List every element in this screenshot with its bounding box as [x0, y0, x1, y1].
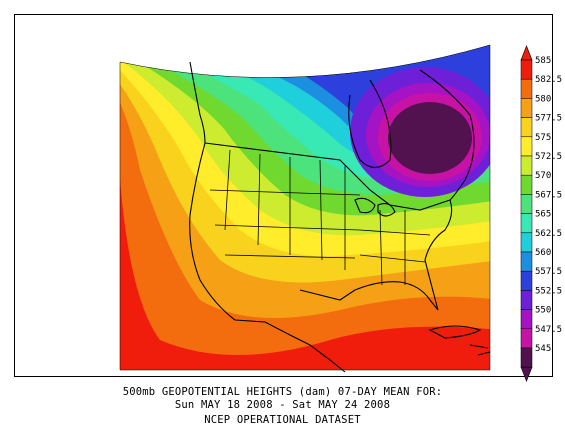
colorbar-bottom-arrow	[520, 366, 533, 383]
colorbar-label: 565	[535, 210, 551, 220]
caption-dataset: NCEP OPERATIONAL DATASET	[204, 414, 361, 426]
colorbar-swatch-580	[520, 98, 533, 118]
colorbar-label: 580	[535, 94, 551, 104]
colorbar-label: 552.5	[535, 286, 562, 296]
colorbar-swatch-567-5	[520, 194, 533, 214]
colorbar-swatch-557-5	[520, 270, 533, 291]
colorbar-label: 557.5	[535, 267, 562, 277]
colorbar-label: 560	[535, 248, 551, 258]
caribbean-islands	[469, 344, 491, 356]
colorbar-swatch-575	[520, 136, 533, 157]
caption-line-1: 500mb GEOPOTENTIAL HEIGHTS (dam) 07-DAY …	[122, 386, 443, 398]
colorbar-label: 582.5	[535, 75, 562, 85]
colorbar-label: 545	[535, 344, 551, 354]
colorbar-label: 567.5	[535, 190, 562, 200]
colorbar-swatch-582-5	[520, 78, 533, 99]
labrador-coast	[419, 69, 475, 201]
colorbar-swatch-545	[520, 347, 533, 368]
colorbar-swatch-562-5	[520, 232, 533, 253]
colorbar-swatch-585	[520, 59, 533, 80]
state-lines	[209, 149, 431, 286]
caption-line-2: Sun MAY 18 2008 - Sat MAY 24 2008	[174, 399, 391, 411]
colorbar-label: 570	[535, 171, 551, 181]
map-edge	[119, 44, 491, 371]
cuba-outline	[428, 325, 482, 339]
band-545	[388, 102, 472, 174]
hudson-bay	[348, 79, 392, 169]
colorbar-swatch-560	[520, 251, 533, 272]
gulf-coast	[354, 281, 439, 311]
colorbar-label: 547.5	[535, 325, 562, 335]
colorbar-label: 577.5	[535, 114, 562, 124]
geographic-outlines	[189, 61, 491, 373]
colorbar: 585 582.5 580 577.5 575 572.5 570 567.5 565 562.5…	[520, 45, 562, 383]
colorbar-label: 572.5	[535, 152, 562, 162]
nw-coast	[189, 61, 206, 144]
west-coast	[189, 142, 236, 321]
colorbar-label: 585	[535, 56, 551, 66]
canada-us-border	[204, 142, 451, 211]
great-lakes	[354, 197, 396, 217]
us-mexico-border	[299, 289, 356, 301]
colorbar-swatch-570	[520, 174, 533, 195]
colorbar-swatch-547-5	[520, 328, 533, 349]
colorbar-top-arrow	[520, 45, 533, 61]
mexico-outline	[234, 319, 346, 373]
colorbar-label: 575	[535, 133, 551, 143]
height-field	[120, 45, 490, 370]
colorbar-label: 562.5	[535, 229, 562, 239]
plot-frame	[14, 14, 553, 377]
colorbar-swatch-565	[520, 213, 533, 234]
east-coast	[424, 199, 453, 311]
colorbar-swatch-550	[520, 309, 533, 330]
colorbar-swatch-572-5	[520, 155, 533, 176]
colorbar-swatch-577-5	[520, 117, 533, 138]
colorbar-swatch-552-5	[520, 290, 533, 310]
colorbar-label: 550	[535, 306, 551, 316]
